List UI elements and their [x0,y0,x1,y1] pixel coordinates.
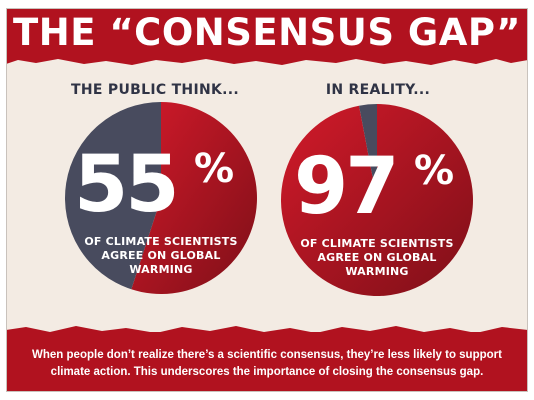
reality-pie-graphic [280,104,473,296]
public-perception-pie-graphic [64,102,257,294]
public-perception-caption: OF CLIMATE SCIENTISTS AGREE ON GLOBAL WA… [64,235,258,277]
reality-caption: OF CLIMATE SCIENTISTS AGREE ON GLOBAL WA… [280,237,474,279]
in-reality-label: IN REALITY... [325,82,431,98]
reality-pie: 97 % OF CLIMATE SCIENTISTS AGREE ON GLOB… [280,103,474,297]
caption-line: WARMING [345,265,409,278]
pie-slice-agree [280,104,473,296]
public-think-label: THE PUBLIC THINK... [71,82,239,98]
pie-slice-remainder [359,104,377,200]
footer-line: climate action. This underscores the imp… [50,366,484,378]
caption-line: AGREE ON GLOBAL [101,249,221,262]
caption-line: OF CLIMATE SCIENTISTS [300,237,454,250]
caption-line: OF CLIMATE SCIENTISTS [84,235,238,248]
footer-line: When people don’t realize there’s a scie… [32,349,502,361]
public-perception-value: 55 [74,140,180,230]
public-perception-percent-sign: % [194,146,235,192]
footer-banner [6,332,528,392]
pie-slice-agree [131,102,257,294]
reality-percent-sign: % [414,148,455,194]
public-perception-pie: 55 % OF CLIMATE SCIENTISTS AGREE ON GLOB… [64,101,258,295]
pie-slice-remainder [64,102,161,290]
reality-value: 97 [294,142,400,232]
header-banner [6,8,528,58]
caption-line: WARMING [129,263,193,276]
header-torn-edge [6,56,528,65]
caption-line: AGREE ON GLOBAL [317,251,437,264]
infographic-title: THE “CONSENSUS GAP” [13,11,521,54]
footer-message: When people don’t realize there’s a scie… [12,347,522,381]
